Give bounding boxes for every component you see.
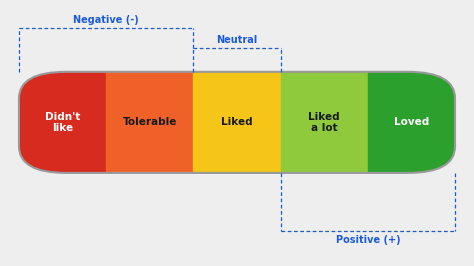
Bar [19, 72, 108, 173]
Text: Positive (+): Positive (+) [336, 235, 400, 245]
FancyBboxPatch shape [19, 72, 455, 173]
Bar [106, 72, 195, 173]
Text: Negative (-): Negative (-) [73, 15, 139, 25]
Bar [281, 72, 369, 173]
Text: Tolerable: Tolerable [123, 117, 177, 127]
Text: Liked
a lot: Liked a lot [309, 111, 340, 133]
Text: Loved: Loved [394, 117, 429, 127]
Text: Neutral: Neutral [216, 35, 258, 45]
Text: Didn't
like: Didn't like [45, 111, 80, 133]
Bar [368, 72, 456, 173]
Text: Liked: Liked [221, 117, 253, 127]
Bar [193, 72, 282, 173]
